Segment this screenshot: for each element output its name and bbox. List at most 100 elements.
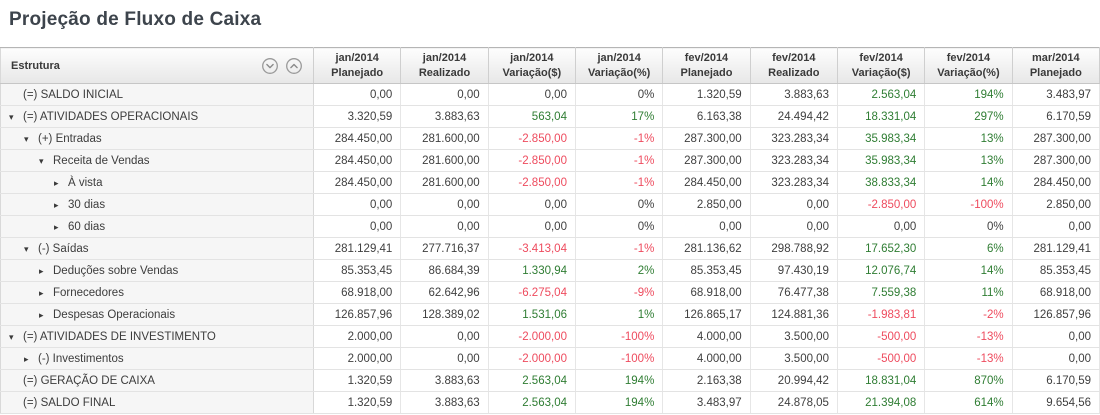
tree-cell[interactable]: ▸ Fornecedores: [0, 281, 314, 304]
row-label: 30 dias: [68, 198, 106, 211]
value-cell: 68.918,00: [1012, 281, 1100, 304]
collapse-node-icon[interactable]: ▾: [9, 111, 14, 122]
value-cell: 323.283,34: [750, 171, 838, 194]
value-cell: 287.300,00: [1012, 127, 1100, 150]
value-cell: 12.076,74: [837, 259, 926, 282]
column-period-label: fev/2014: [946, 51, 991, 64]
row-label: (=) SALDO FINAL: [23, 396, 116, 409]
expand-node-icon[interactable]: ▸: [39, 309, 44, 320]
value-cell: 0,00: [400, 215, 489, 238]
collapse-node-icon[interactable]: ▾: [24, 133, 29, 144]
tree-cell[interactable]: ▾ (=) ATIVIDADES OPERACIONAIS: [0, 105, 314, 128]
tree-cell[interactable]: ▾ (-) Saídas: [0, 237, 314, 260]
expand-all-icon[interactable]: [285, 57, 303, 75]
tree-cell[interactable]: ▸ À vista: [0, 171, 314, 194]
value-cell: 281.600,00: [400, 171, 489, 194]
collapse-all-icon[interactable]: [261, 57, 279, 75]
value-cell: 3.883,63: [400, 391, 489, 414]
value-cell: 0%: [575, 193, 664, 216]
expand-node-icon[interactable]: ▸: [54, 221, 59, 232]
value-cell: 2.850,00: [662, 193, 751, 216]
value-cell: 870%: [924, 369, 1013, 392]
collapse-node-icon[interactable]: ▾: [24, 243, 29, 254]
value-cell: 1%: [575, 303, 664, 326]
tree-cell[interactable]: ▸ (-) Investimentos: [0, 347, 314, 370]
tree-cell[interactable]: ▾ (=) ATIVIDADES DE INVESTIMENTO: [0, 325, 314, 348]
tree-cell[interactable]: ▾ Receita de Vendas: [0, 149, 314, 172]
value-cell: 0%: [575, 215, 664, 238]
table-row: ▸ 30 dias 0,00 0,00 0,00 0% 2.850,00 0,00 -2.850…: [0, 193, 1100, 216]
column-header-jan-2014-variao$: jan/2014 Variação($): [488, 47, 576, 84]
value-cell: 3.883,63: [400, 369, 489, 392]
value-cell: 0,00: [313, 83, 402, 106]
table-row: ▸(=) GERAÇÃO DE CAIXA1.320,593.883,632.5…: [0, 369, 1100, 392]
value-cell: 287.300,00: [662, 127, 751, 150]
value-cell: 3.883,63: [400, 105, 489, 128]
value-cell: 287.300,00: [662, 149, 751, 172]
tree-cell[interactable]: ▸ 60 dias: [0, 215, 314, 238]
column-period-label: jan/2014: [335, 51, 379, 64]
value-cell: 128.389,02: [400, 303, 489, 326]
value-cell: 284.450,00: [313, 149, 402, 172]
row-label: (-) Investimentos: [38, 352, 124, 365]
value-cell: -1%: [575, 171, 664, 194]
expand-node-icon[interactable]: ▸: [24, 353, 29, 364]
column-metric-label: Variação(%): [587, 66, 651, 79]
value-cell: 0,00: [1012, 347, 1100, 370]
value-cell: 0%: [575, 83, 664, 106]
tree-cell[interactable]: ▸(=) SALDO INICIAL: [0, 83, 314, 106]
tree-cell[interactable]: ▸ Despesas Operacionais: [0, 303, 314, 326]
value-cell: -1%: [575, 237, 664, 260]
value-cell: 2.563,04: [837, 83, 926, 106]
column-period-label: mar/2014: [1031, 51, 1080, 64]
row-label: (=) ATIVIDADES OPERACIONAIS: [23, 110, 199, 123]
column-metric-label: Planejado: [331, 66, 384, 79]
value-cell: 0,00: [662, 215, 751, 238]
column-metric-label: Planejado: [680, 66, 733, 79]
tree-cell[interactable]: ▸ 30 dias: [0, 193, 314, 216]
tree-cell[interactable]: ▾ (+) Entradas: [0, 127, 314, 150]
value-cell: 298.788,92: [750, 237, 838, 260]
value-cell: 277.716,37: [400, 237, 489, 260]
table-row: ▸ Fornecedores 68.918,00 62.642,96 -6.275,04…: [0, 281, 1100, 304]
value-cell: 0,00: [400, 325, 489, 348]
value-cell: 126.857,96: [313, 303, 402, 326]
value-cell: 563,04: [488, 105, 576, 128]
tree-cell[interactable]: ▸(=) SALDO FINAL: [0, 391, 314, 414]
value-cell: 6%: [924, 237, 1013, 260]
value-cell: 24.878,05: [750, 391, 838, 414]
value-cell: 62.642,96: [400, 281, 489, 304]
value-cell: 17%: [575, 105, 664, 128]
value-cell: 2.563,04: [488, 391, 576, 414]
value-cell: 35.983,34: [837, 127, 926, 150]
collapse-node-icon[interactable]: ▾: [9, 331, 14, 342]
value-cell: 0,00: [1012, 215, 1100, 238]
column-metric-label: Realizado: [768, 66, 820, 79]
column-header-fev-2014-variao$: fev/2014 Variação($): [837, 47, 926, 84]
tree-cell[interactable]: ▸ Deduções sobre Vendas: [0, 259, 314, 282]
expand-node-icon[interactable]: ▸: [54, 199, 59, 210]
value-cell: -2.850,00: [488, 149, 576, 172]
value-cell: -9%: [575, 281, 664, 304]
value-cell: 0,00: [488, 193, 576, 216]
value-cell: 6.163,38: [662, 105, 751, 128]
column-metric-label: Planejado: [1029, 66, 1082, 79]
value-cell: 21.394,08: [837, 391, 926, 414]
expand-node-icon[interactable]: ▸: [39, 265, 44, 276]
value-cell: 323.283,34: [750, 149, 838, 172]
value-cell: -13%: [924, 325, 1013, 348]
value-cell: 1.320,59: [313, 369, 402, 392]
column-header-fev-2014-planejado: fev/2014 Planejado: [662, 47, 751, 84]
value-cell: 14%: [924, 259, 1013, 282]
collapse-node-icon[interactable]: ▾: [39, 155, 44, 166]
value-cell: 3.883,63: [750, 83, 838, 106]
tree-cell[interactable]: ▸(=) GERAÇÃO DE CAIXA: [0, 369, 314, 392]
expand-node-icon[interactable]: ▸: [54, 177, 59, 188]
column-header-jan-2014-variao%: jan/2014 Variação(%): [575, 47, 664, 84]
row-label: À vista: [68, 176, 103, 189]
expand-node-icon[interactable]: ▸: [39, 287, 44, 298]
value-cell: 85.353,45: [313, 259, 402, 282]
row-label: Deduções sobre Vendas: [53, 264, 179, 277]
column-period-label: fev/2014: [859, 51, 903, 64]
value-cell: -1%: [575, 149, 664, 172]
